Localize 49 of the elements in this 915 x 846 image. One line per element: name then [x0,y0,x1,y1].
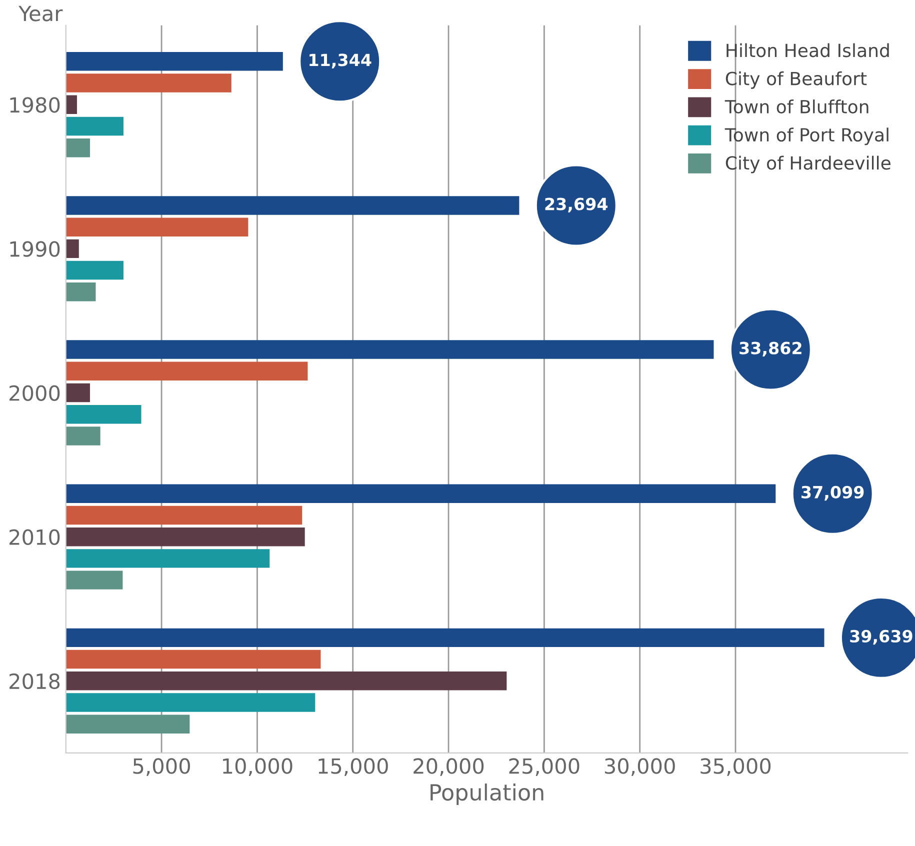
data-label: 11,344 [310,54,372,68]
y-tick-label: 1980 [10,97,60,113]
bar [66,52,283,71]
data-label: 37,099 [802,486,864,501]
bar [66,239,79,258]
bar [66,484,776,503]
legend-label: Town of Bluffton [724,100,868,114]
bar [66,650,321,669]
bar [66,628,824,648]
bar [66,196,520,215]
bar [66,570,123,590]
bar [66,138,90,158]
x-tick-label: 25,000 [509,758,580,776]
bar [66,549,270,568]
x-tick-label: 30,000 [604,758,675,776]
bar [66,426,100,446]
legend-label: Hilton Head Island [726,43,889,58]
y-tick-label: 1990 [10,241,60,257]
bar [66,95,77,114]
legend-label: City of Hardeeville [726,156,890,174]
data-label: 33,862 [740,342,802,357]
bar [66,340,714,359]
bar [66,362,308,381]
bar [66,693,316,712]
data-label: 23,694 [545,198,608,212]
bar [66,218,248,236]
x-tick-label: 35,000 [700,758,771,776]
bar [66,527,305,546]
x-tick-label: 5,000 [133,758,190,776]
data-label: 39,639 [850,630,912,645]
y-axis-title: Year [18,6,63,22]
y-tick-label: 2018 [10,673,60,690]
bar [66,672,507,690]
y-tick-label: 2000 [10,385,60,401]
bar [66,506,302,525]
x-axis-title: Population [430,784,544,806]
legend-label: Town of Port Royal [724,128,888,146]
bar [66,74,232,92]
x-tick-label: 20,000 [414,758,484,776]
bar [66,282,96,302]
bar [66,260,124,280]
legend-label: City of Beaufort [726,71,867,89]
bar [66,383,90,402]
x-tick-label: 15,000 [318,758,388,776]
y-tick-label: 2010 [10,529,60,546]
bar [66,714,190,734]
bar [66,116,124,136]
bar [66,405,142,424]
x-tick-label: 10,000 [223,758,292,776]
